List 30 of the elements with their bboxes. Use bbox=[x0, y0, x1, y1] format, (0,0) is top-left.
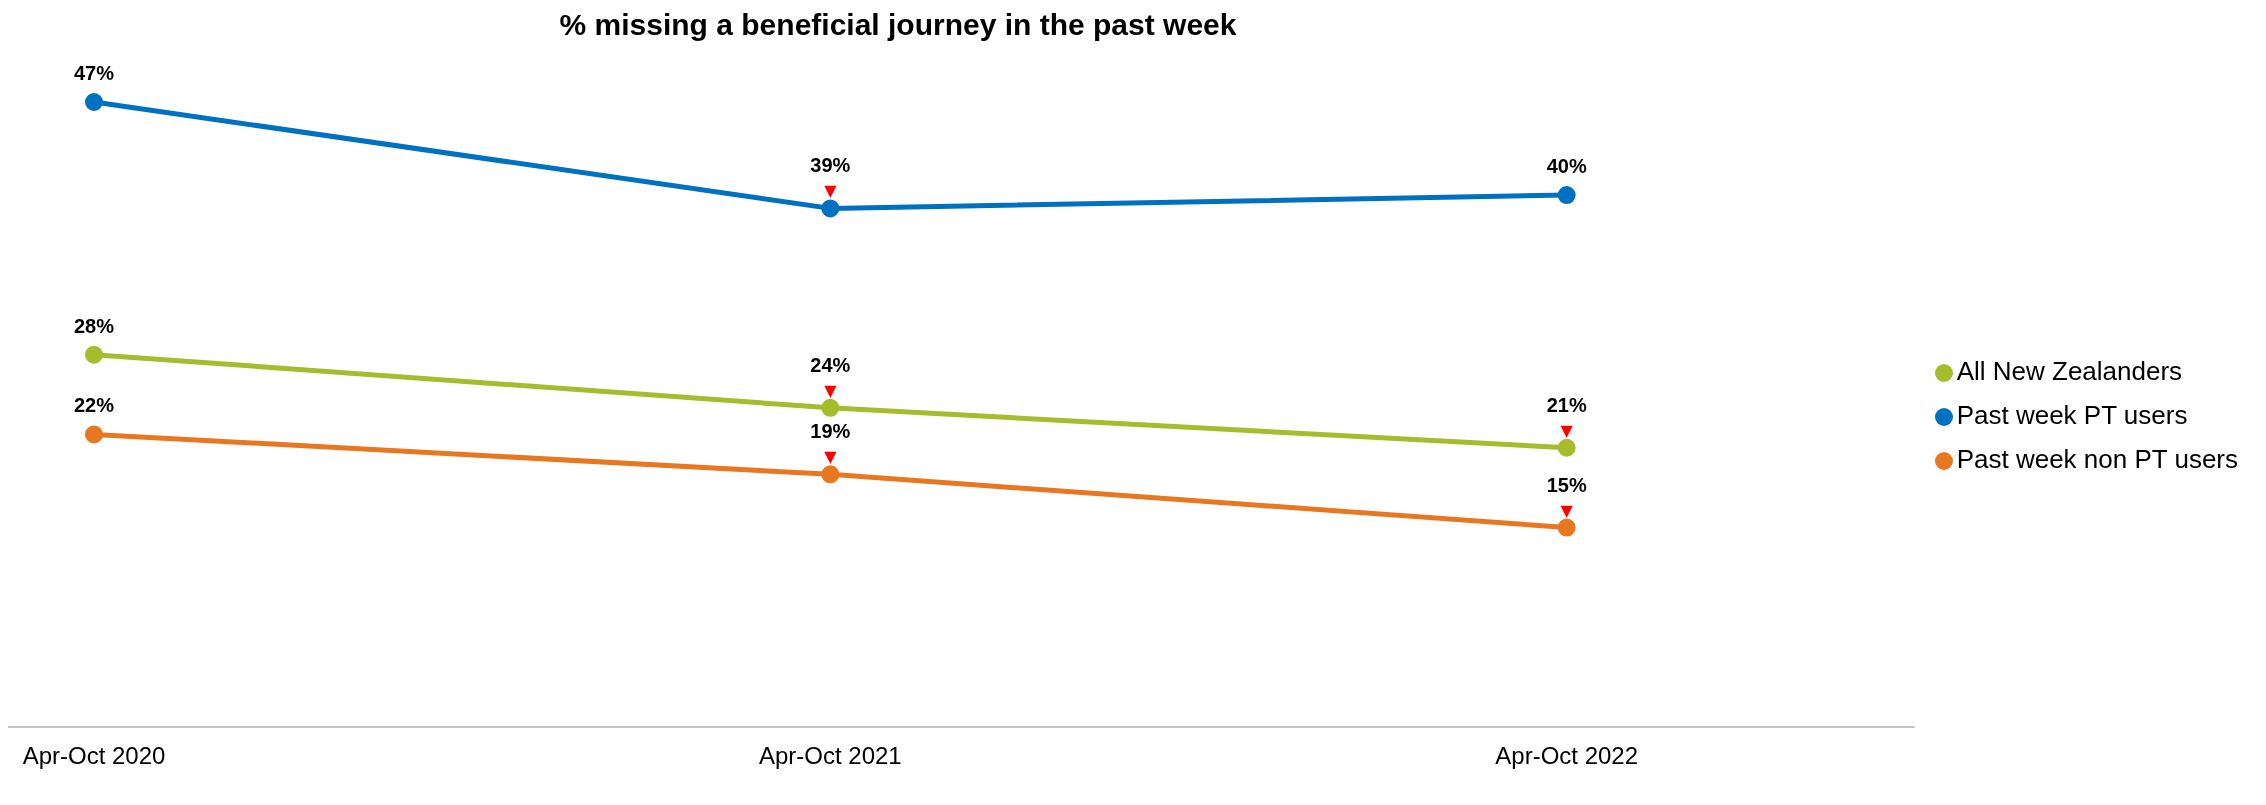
x-tick-label: Apr-Oct 2021 bbox=[758, 742, 902, 770]
point bbox=[85, 425, 103, 444]
data-label: 19% bbox=[810, 420, 851, 443]
point bbox=[821, 199, 840, 218]
point bbox=[1557, 186, 1576, 205]
legend-label: Past week non PT users bbox=[1956, 443, 2238, 474]
data-label: 24% bbox=[810, 353, 851, 376]
down-triangle-icon: ▼ bbox=[1560, 420, 1573, 440]
chart-title: % missing a beneficial journey in the past week bbox=[558, 8, 1238, 42]
data-label: 28% bbox=[73, 314, 115, 337]
down-triangle-icon: ▼ bbox=[824, 380, 837, 400]
data-label: 39% bbox=[810, 154, 851, 177]
data-label: 21% bbox=[1546, 393, 1587, 416]
data-label: 22% bbox=[73, 394, 115, 417]
x-tick-label: Apr-Oct 2020 bbox=[22, 742, 166, 770]
data-label: 15% bbox=[1546, 473, 1587, 496]
point bbox=[85, 345, 103, 364]
point bbox=[1557, 438, 1576, 457]
point bbox=[821, 398, 840, 417]
point bbox=[85, 93, 103, 111]
point bbox=[821, 465, 840, 484]
point bbox=[1557, 518, 1576, 537]
x-tick-label: Apr-Oct 2022 bbox=[1495, 742, 1639, 770]
legend-label: Past week PT users bbox=[1956, 399, 2188, 430]
data-label: 47% bbox=[73, 62, 115, 84]
legend-label: All New Zealanders bbox=[1956, 355, 2183, 386]
down-triangle-icon: ▼ bbox=[824, 181, 837, 201]
down-triangle-icon: ▼ bbox=[1560, 500, 1573, 520]
data-label: 40% bbox=[1546, 155, 1587, 178]
down-triangle-icon: ▼ bbox=[824, 447, 837, 467]
